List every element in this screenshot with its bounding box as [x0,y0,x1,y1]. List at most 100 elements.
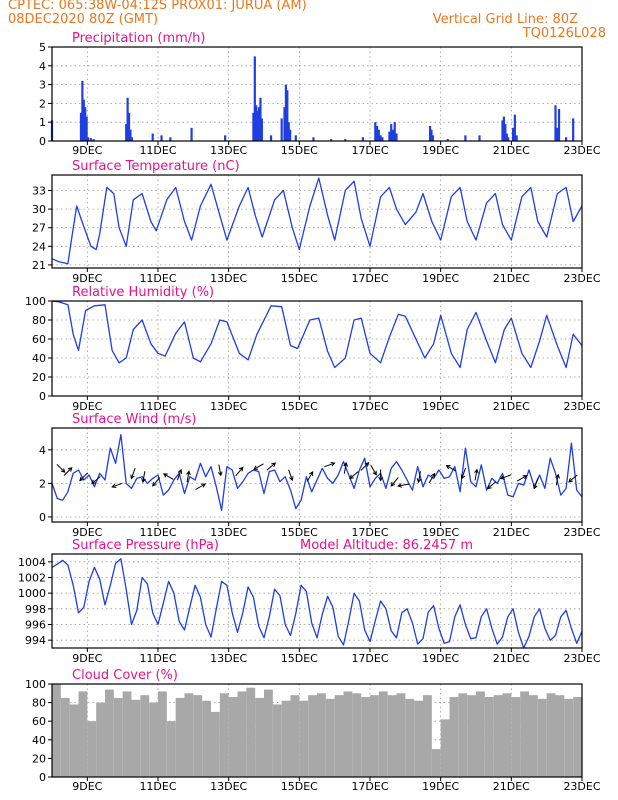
y-tick-label: 4 [39,60,46,73]
x-tick-label: 9DEC [72,272,102,285]
cloud-bar [325,698,335,777]
station-header-line1: CPTEC: 065:38W-04:12S PROX01: JURUA (AM) [8,0,307,13]
cloud-bar [511,697,521,777]
cloud-bar [131,699,141,777]
precip-bar [260,118,263,141]
panel-title: Relative Humidity (%) [72,285,214,300]
precip-bar [431,135,434,141]
wind-arrow [360,461,370,471]
run-datetime-label: 08DEC2020 80Z (GMT) [8,12,159,27]
precip-bar [294,135,297,141]
x-tick-label: 21DEC [493,400,530,413]
y-tick-label: 1 [39,116,46,129]
x-tick-label: 13DEC [210,144,247,157]
wind-arrow [176,468,183,481]
cloud-bar [387,695,397,777]
cloud-bar [414,700,423,777]
precip-bar [464,135,467,141]
wind-arrow-shaft [195,483,206,490]
wind-arrow-head [309,471,314,476]
precip-bar [89,138,92,141]
series-line [51,434,583,511]
plot-frame [51,553,583,649]
y-tick-label: 100 [25,295,46,308]
precip-bar [283,107,286,141]
cloud-bar [264,689,273,777]
x-tick-label: 17DEC [351,526,388,539]
wind-arrow-shaft [533,478,539,489]
precip-bar [556,127,559,141]
x-tick-label: 23DEC [563,780,600,793]
precip-bar [127,112,131,141]
precip-bar [377,129,380,141]
cloud-bar [423,695,432,777]
wind-arrow-shaft [63,467,73,476]
precip-bar [125,124,128,141]
precip-bar [259,97,262,141]
precip-bar [501,120,504,141]
wind-arrow-shaft [130,467,136,479]
cloud-bar [193,695,203,777]
grid-code-label: TQ0126L028 [522,26,606,41]
series-line [51,300,583,369]
y-tick-label: 20 [32,752,46,765]
plot-frame [51,174,583,269]
wind-arrow-head [162,473,168,478]
precip-bar [269,135,273,141]
y-tick-label: 4 [39,444,46,457]
precip-bar [504,124,507,141]
x-tick-label: 11DEC [139,144,176,157]
precip-bar [284,84,288,141]
precip-bar [289,129,292,141]
y-tick-label: 0 [39,511,46,524]
cloud-bar [529,695,538,777]
wind-arrow [63,467,73,476]
wind-arrow-shaft [474,469,478,481]
precip-bar [130,137,133,141]
wind-arrow [306,471,314,482]
x-tick-label: 21DEC [493,780,530,793]
y-tick-label: 40 [32,352,46,365]
cloud-bar [140,695,150,777]
wind-arrow-shaft [306,471,314,482]
wind-arrow-head [430,472,436,478]
y-tick-label: 21 [32,259,46,272]
cloud-bar [334,695,344,777]
cloud-bar [502,693,512,777]
precip-bar [507,137,510,141]
wind-arrow-head [238,466,244,472]
y-tick-label: 40 [32,734,46,747]
wind-arrow [460,467,466,480]
precip-bar [515,135,518,141]
wind-arrow-shaft [79,472,89,481]
x-tick-label: 19DEC [422,526,459,539]
x-tick-label: 21DEC [493,526,530,539]
wind-arrow-head [349,474,354,480]
cloud-bar [317,693,326,777]
wind-arrow-head [60,468,66,473]
wind-arrow-shaft [555,474,559,486]
wind-arrow-shaft [370,464,377,475]
precip-bar [557,109,561,141]
y-tick-label: 1004 [18,556,46,569]
wind-arrow [141,471,146,484]
model-altitude-label: Model Altitude: 86.2457 m [300,538,473,553]
wind-arrow-shaft [349,471,359,479]
y-tick-label: 994 [25,634,46,647]
cloud-bar [361,697,370,777]
cloud-bar [396,693,406,777]
precip-bar [92,139,95,141]
cloud-bar [122,691,132,777]
wind-arrow-shaft [500,474,512,480]
cloud-bar [484,697,494,777]
cloud-bar [237,691,247,777]
wind-arrow [378,469,383,482]
wind-arrow [370,464,377,476]
y-tick-label: 2 [39,477,46,490]
wind-arrow-shaft [428,473,436,484]
wind-arrow-head [533,484,538,490]
precip-bar [554,105,557,141]
wind-arrow-shaft [324,462,335,468]
x-tick-label: 23DEC [563,526,600,539]
